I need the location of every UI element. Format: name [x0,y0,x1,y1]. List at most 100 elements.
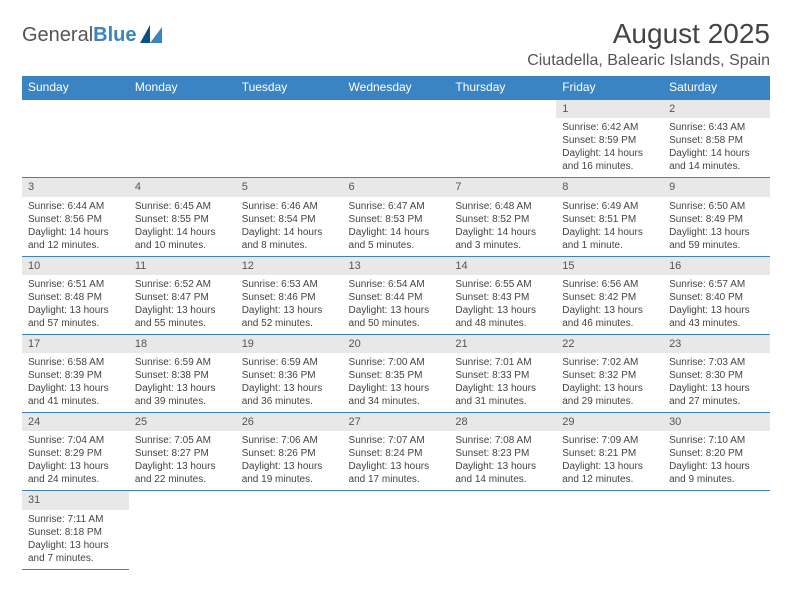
day-number: 17 [22,335,129,353]
day-number: 11 [129,257,236,275]
blank-cell [129,491,236,569]
day-cell: 30Sunrise: 7:10 AMSunset: 8:20 PMDayligh… [663,413,770,491]
sunrise-line: Sunrise: 7:09 AM [562,434,657,447]
day-info: Sunrise: 6:42 AMSunset: 8:59 PMDaylight:… [556,118,663,177]
day-cell: 26Sunrise: 7:06 AMSunset: 8:26 PMDayligh… [236,413,343,491]
daylight-line: Daylight: 13 hours and 14 minutes. [455,460,550,486]
daylight-line: Daylight: 13 hours and 17 minutes. [349,460,444,486]
daylight-line: Daylight: 13 hours and 9 minutes. [669,460,764,486]
sunrise-line: Sunrise: 7:10 AM [669,434,764,447]
blank-cell [236,99,343,178]
day-cell: 21Sunrise: 7:01 AMSunset: 8:33 PMDayligh… [449,334,556,412]
calendar-row: 17Sunrise: 6:58 AMSunset: 8:39 PMDayligh… [22,334,770,412]
sunrise-line: Sunrise: 7:08 AM [455,434,550,447]
sunset-line: Sunset: 8:24 PM [349,447,444,460]
sunset-line: Sunset: 8:23 PM [455,447,550,460]
day-cell: 12Sunrise: 6:53 AMSunset: 8:46 PMDayligh… [236,256,343,334]
day-cell: 23Sunrise: 7:03 AMSunset: 8:30 PMDayligh… [663,334,770,412]
daylight-line: Daylight: 14 hours and 12 minutes. [28,226,123,252]
day-info: Sunrise: 7:03 AMSunset: 8:30 PMDaylight:… [663,353,770,412]
sunset-line: Sunset: 8:35 PM [349,369,444,382]
day-info: Sunrise: 6:45 AMSunset: 8:55 PMDaylight:… [129,197,236,256]
day-info: Sunrise: 6:52 AMSunset: 8:47 PMDaylight:… [129,275,236,334]
location: Ciutadella, Balearic Islands, Spain [527,52,770,70]
title-block: August 2025 Ciutadella, Balearic Islands… [527,18,770,70]
header: GeneralBlue August 2025 Ciutadella, Bale… [22,18,770,70]
day-number: 13 [343,257,450,275]
day-cell: 27Sunrise: 7:07 AMSunset: 8:24 PMDayligh… [343,413,450,491]
sunrise-line: Sunrise: 6:51 AM [28,278,123,291]
brand-logo: GeneralBlue [22,24,168,47]
day-info: Sunrise: 6:57 AMSunset: 8:40 PMDaylight:… [663,275,770,334]
sunset-line: Sunset: 8:29 PM [28,447,123,460]
day-number: 8 [556,178,663,196]
brand-part2: Blue [93,24,136,47]
calendar-body: 1Sunrise: 6:42 AMSunset: 8:59 PMDaylight… [22,99,770,569]
day-cell: 5Sunrise: 6:46 AMSunset: 8:54 PMDaylight… [236,178,343,256]
day-info: Sunrise: 6:51 AMSunset: 8:48 PMDaylight:… [22,275,129,334]
day-info: Sunrise: 7:04 AMSunset: 8:29 PMDaylight:… [22,431,129,490]
daylight-line: Daylight: 13 hours and 34 minutes. [349,382,444,408]
weekday-header: Sunday [22,76,129,99]
day-number: 25 [129,413,236,431]
weekday-header: Friday [556,76,663,99]
sunrise-line: Sunrise: 7:01 AM [455,356,550,369]
calendar-row: 3Sunrise: 6:44 AMSunset: 8:56 PMDaylight… [22,178,770,256]
day-number: 31 [22,491,129,509]
daylight-line: Daylight: 13 hours and 24 minutes. [28,460,123,486]
daylight-line: Daylight: 14 hours and 14 minutes. [669,147,764,173]
day-number: 24 [22,413,129,431]
day-info: Sunrise: 7:11 AMSunset: 8:18 PMDaylight:… [22,510,129,569]
sunset-line: Sunset: 8:49 PM [669,213,764,226]
daylight-line: Daylight: 13 hours and 7 minutes. [28,539,123,565]
day-info: Sunrise: 7:08 AMSunset: 8:23 PMDaylight:… [449,431,556,490]
sunset-line: Sunset: 8:48 PM [28,291,123,304]
sunset-line: Sunset: 8:47 PM [135,291,230,304]
day-info: Sunrise: 6:43 AMSunset: 8:58 PMDaylight:… [663,118,770,177]
sunset-line: Sunset: 8:39 PM [28,369,123,382]
flag-icon [140,25,168,43]
day-cell: 9Sunrise: 6:50 AMSunset: 8:49 PMDaylight… [663,178,770,256]
blank-cell [663,491,770,569]
sunrise-line: Sunrise: 6:44 AM [28,200,123,213]
day-number: 4 [129,178,236,196]
daylight-line: Daylight: 13 hours and 27 minutes. [669,382,764,408]
sunset-line: Sunset: 8:38 PM [135,369,230,382]
daylight-line: Daylight: 13 hours and 52 minutes. [242,304,337,330]
sunrise-line: Sunrise: 6:45 AM [135,200,230,213]
weekday-header: Thursday [449,76,556,99]
sunset-line: Sunset: 8:43 PM [455,291,550,304]
day-info: Sunrise: 6:58 AMSunset: 8:39 PMDaylight:… [22,353,129,412]
day-info: Sunrise: 6:59 AMSunset: 8:38 PMDaylight:… [129,353,236,412]
day-number: 1 [556,100,663,118]
calendar-row: 1Sunrise: 6:42 AMSunset: 8:59 PMDaylight… [22,99,770,178]
day-cell: 15Sunrise: 6:56 AMSunset: 8:42 PMDayligh… [556,256,663,334]
daylight-line: Daylight: 13 hours and 12 minutes. [562,460,657,486]
sunrise-line: Sunrise: 6:43 AM [669,121,764,134]
day-number: 30 [663,413,770,431]
sunset-line: Sunset: 8:32 PM [562,369,657,382]
day-cell: 22Sunrise: 7:02 AMSunset: 8:32 PMDayligh… [556,334,663,412]
day-cell: 24Sunrise: 7:04 AMSunset: 8:29 PMDayligh… [22,413,129,491]
weekday-header: Saturday [663,76,770,99]
day-info: Sunrise: 6:54 AMSunset: 8:44 PMDaylight:… [343,275,450,334]
sunset-line: Sunset: 8:36 PM [242,369,337,382]
sunset-line: Sunset: 8:42 PM [562,291,657,304]
daylight-line: Daylight: 14 hours and 8 minutes. [242,226,337,252]
sunset-line: Sunset: 8:58 PM [669,134,764,147]
day-info: Sunrise: 6:47 AMSunset: 8:53 PMDaylight:… [343,197,450,256]
sunrise-line: Sunrise: 6:48 AM [455,200,550,213]
blank-cell [343,491,450,569]
day-cell: 11Sunrise: 6:52 AMSunset: 8:47 PMDayligh… [129,256,236,334]
daylight-line: Daylight: 13 hours and 22 minutes. [135,460,230,486]
sunrise-line: Sunrise: 6:54 AM [349,278,444,291]
day-cell: 10Sunrise: 6:51 AMSunset: 8:48 PMDayligh… [22,256,129,334]
calendar-head: SundayMondayTuesdayWednesdayThursdayFrid… [22,76,770,99]
day-number: 29 [556,413,663,431]
sunrise-line: Sunrise: 6:58 AM [28,356,123,369]
sunset-line: Sunset: 8:30 PM [669,369,764,382]
day-cell: 14Sunrise: 6:55 AMSunset: 8:43 PMDayligh… [449,256,556,334]
day-cell: 4Sunrise: 6:45 AMSunset: 8:55 PMDaylight… [129,178,236,256]
day-cell: 7Sunrise: 6:48 AMSunset: 8:52 PMDaylight… [449,178,556,256]
sunset-line: Sunset: 8:40 PM [669,291,764,304]
